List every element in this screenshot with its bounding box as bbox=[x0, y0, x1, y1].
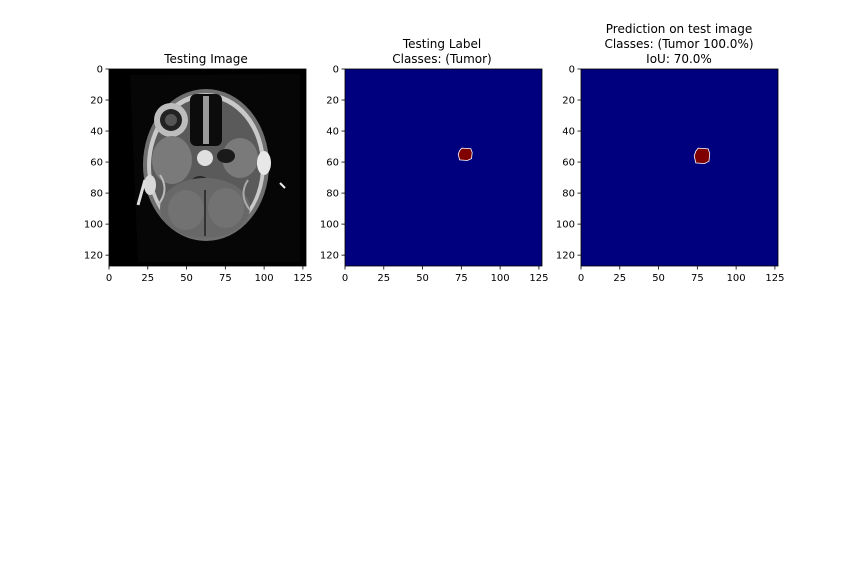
prediction-tumor-mask bbox=[693, 147, 711, 165]
label-heatmap-background bbox=[345, 69, 542, 266]
panel-testing-image: Testing Image bbox=[84, 52, 313, 284]
prediction-heatmap-background bbox=[581, 69, 778, 266]
y-tick-label: 0 bbox=[333, 65, 339, 76]
x-tick-label: 25 bbox=[377, 273, 390, 284]
x-tick-label: 100 bbox=[727, 273, 746, 284]
y-tick-label: 60 bbox=[562, 158, 575, 169]
y-tick-label: 0 bbox=[97, 65, 103, 76]
y-tick-label: 120 bbox=[556, 251, 575, 262]
x-tick-label: 125 bbox=[293, 273, 312, 284]
y-tick-label: 60 bbox=[90, 158, 103, 169]
x-tick-label: 75 bbox=[691, 273, 704, 284]
x-tick-label: 0 bbox=[578, 273, 584, 284]
panel-2-title-line-2: Classes: (Tumor) bbox=[392, 52, 492, 66]
x-tick-label: 125 bbox=[529, 273, 548, 284]
y-tick-label: 20 bbox=[562, 96, 575, 107]
x-tick-label: 0 bbox=[342, 273, 348, 284]
panel-2-title-line-1: Testing Label bbox=[402, 37, 481, 51]
x-tick-label: 50 bbox=[180, 273, 193, 284]
y-tick-label: 100 bbox=[556, 220, 575, 231]
x-tick-label: 100 bbox=[491, 273, 510, 284]
y-tick-label: 40 bbox=[562, 127, 575, 138]
panel-2-axes: 0 25 50 75 100 125 0 20 40 60 80 100 120 bbox=[320, 65, 549, 285]
panel-3-title-line-1: Prediction on test image bbox=[606, 22, 752, 36]
y-tick-label: 40 bbox=[90, 127, 103, 138]
panel-1-title-line-1: Testing Image bbox=[163, 52, 248, 66]
y-tick-label: 100 bbox=[320, 220, 339, 231]
x-tick-label: 125 bbox=[765, 273, 784, 284]
y-tick-label: 80 bbox=[90, 189, 103, 200]
axes-frame bbox=[344, 68, 543, 267]
mri-image bbox=[130, 74, 300, 262]
panel-prediction: Prediction on test image Classes: (Tumor… bbox=[556, 22, 785, 284]
x-tick-label: 50 bbox=[652, 273, 665, 284]
y-tick-label: 80 bbox=[562, 189, 575, 200]
panel-3-title-line-3: IoU: 70.0% bbox=[646, 52, 712, 66]
axes-frame bbox=[580, 68, 779, 267]
y-tick-label: 20 bbox=[326, 96, 339, 107]
x-tick-label: 25 bbox=[141, 273, 154, 284]
y-tick-label: 120 bbox=[84, 251, 103, 262]
x-tick-label: 75 bbox=[455, 273, 468, 284]
y-tick-label: 100 bbox=[84, 220, 103, 231]
y-tick-label: 80 bbox=[326, 189, 339, 200]
x-tick-label: 75 bbox=[219, 273, 232, 284]
y-tick-label: 40 bbox=[326, 127, 339, 138]
x-tick-label: 0 bbox=[106, 273, 112, 284]
x-tick-label: 50 bbox=[416, 273, 429, 284]
panel-3-axes: 0 25 50 75 100 125 0 20 40 60 80 100 120 bbox=[556, 65, 785, 285]
x-tick-label: 25 bbox=[613, 273, 626, 284]
axes-frame bbox=[108, 68, 307, 267]
y-tick-label: 20 bbox=[90, 96, 103, 107]
panel-testing-label: Testing Label Classes: (Tumor) 0 25 50 75 10… bbox=[320, 37, 549, 284]
panel-1-axes: 0 25 50 75 100 125 0 20 40 60 80 100 120 bbox=[84, 65, 313, 285]
x-tick-label: 100 bbox=[255, 273, 274, 284]
panel-3-title-line-2: Classes: (Tumor 100.0%) bbox=[604, 37, 753, 51]
y-tick-label: 60 bbox=[326, 158, 339, 169]
label-tumor-mask bbox=[457, 147, 473, 161]
y-tick-label: 120 bbox=[320, 251, 339, 262]
y-tick-label: 0 bbox=[569, 65, 575, 76]
